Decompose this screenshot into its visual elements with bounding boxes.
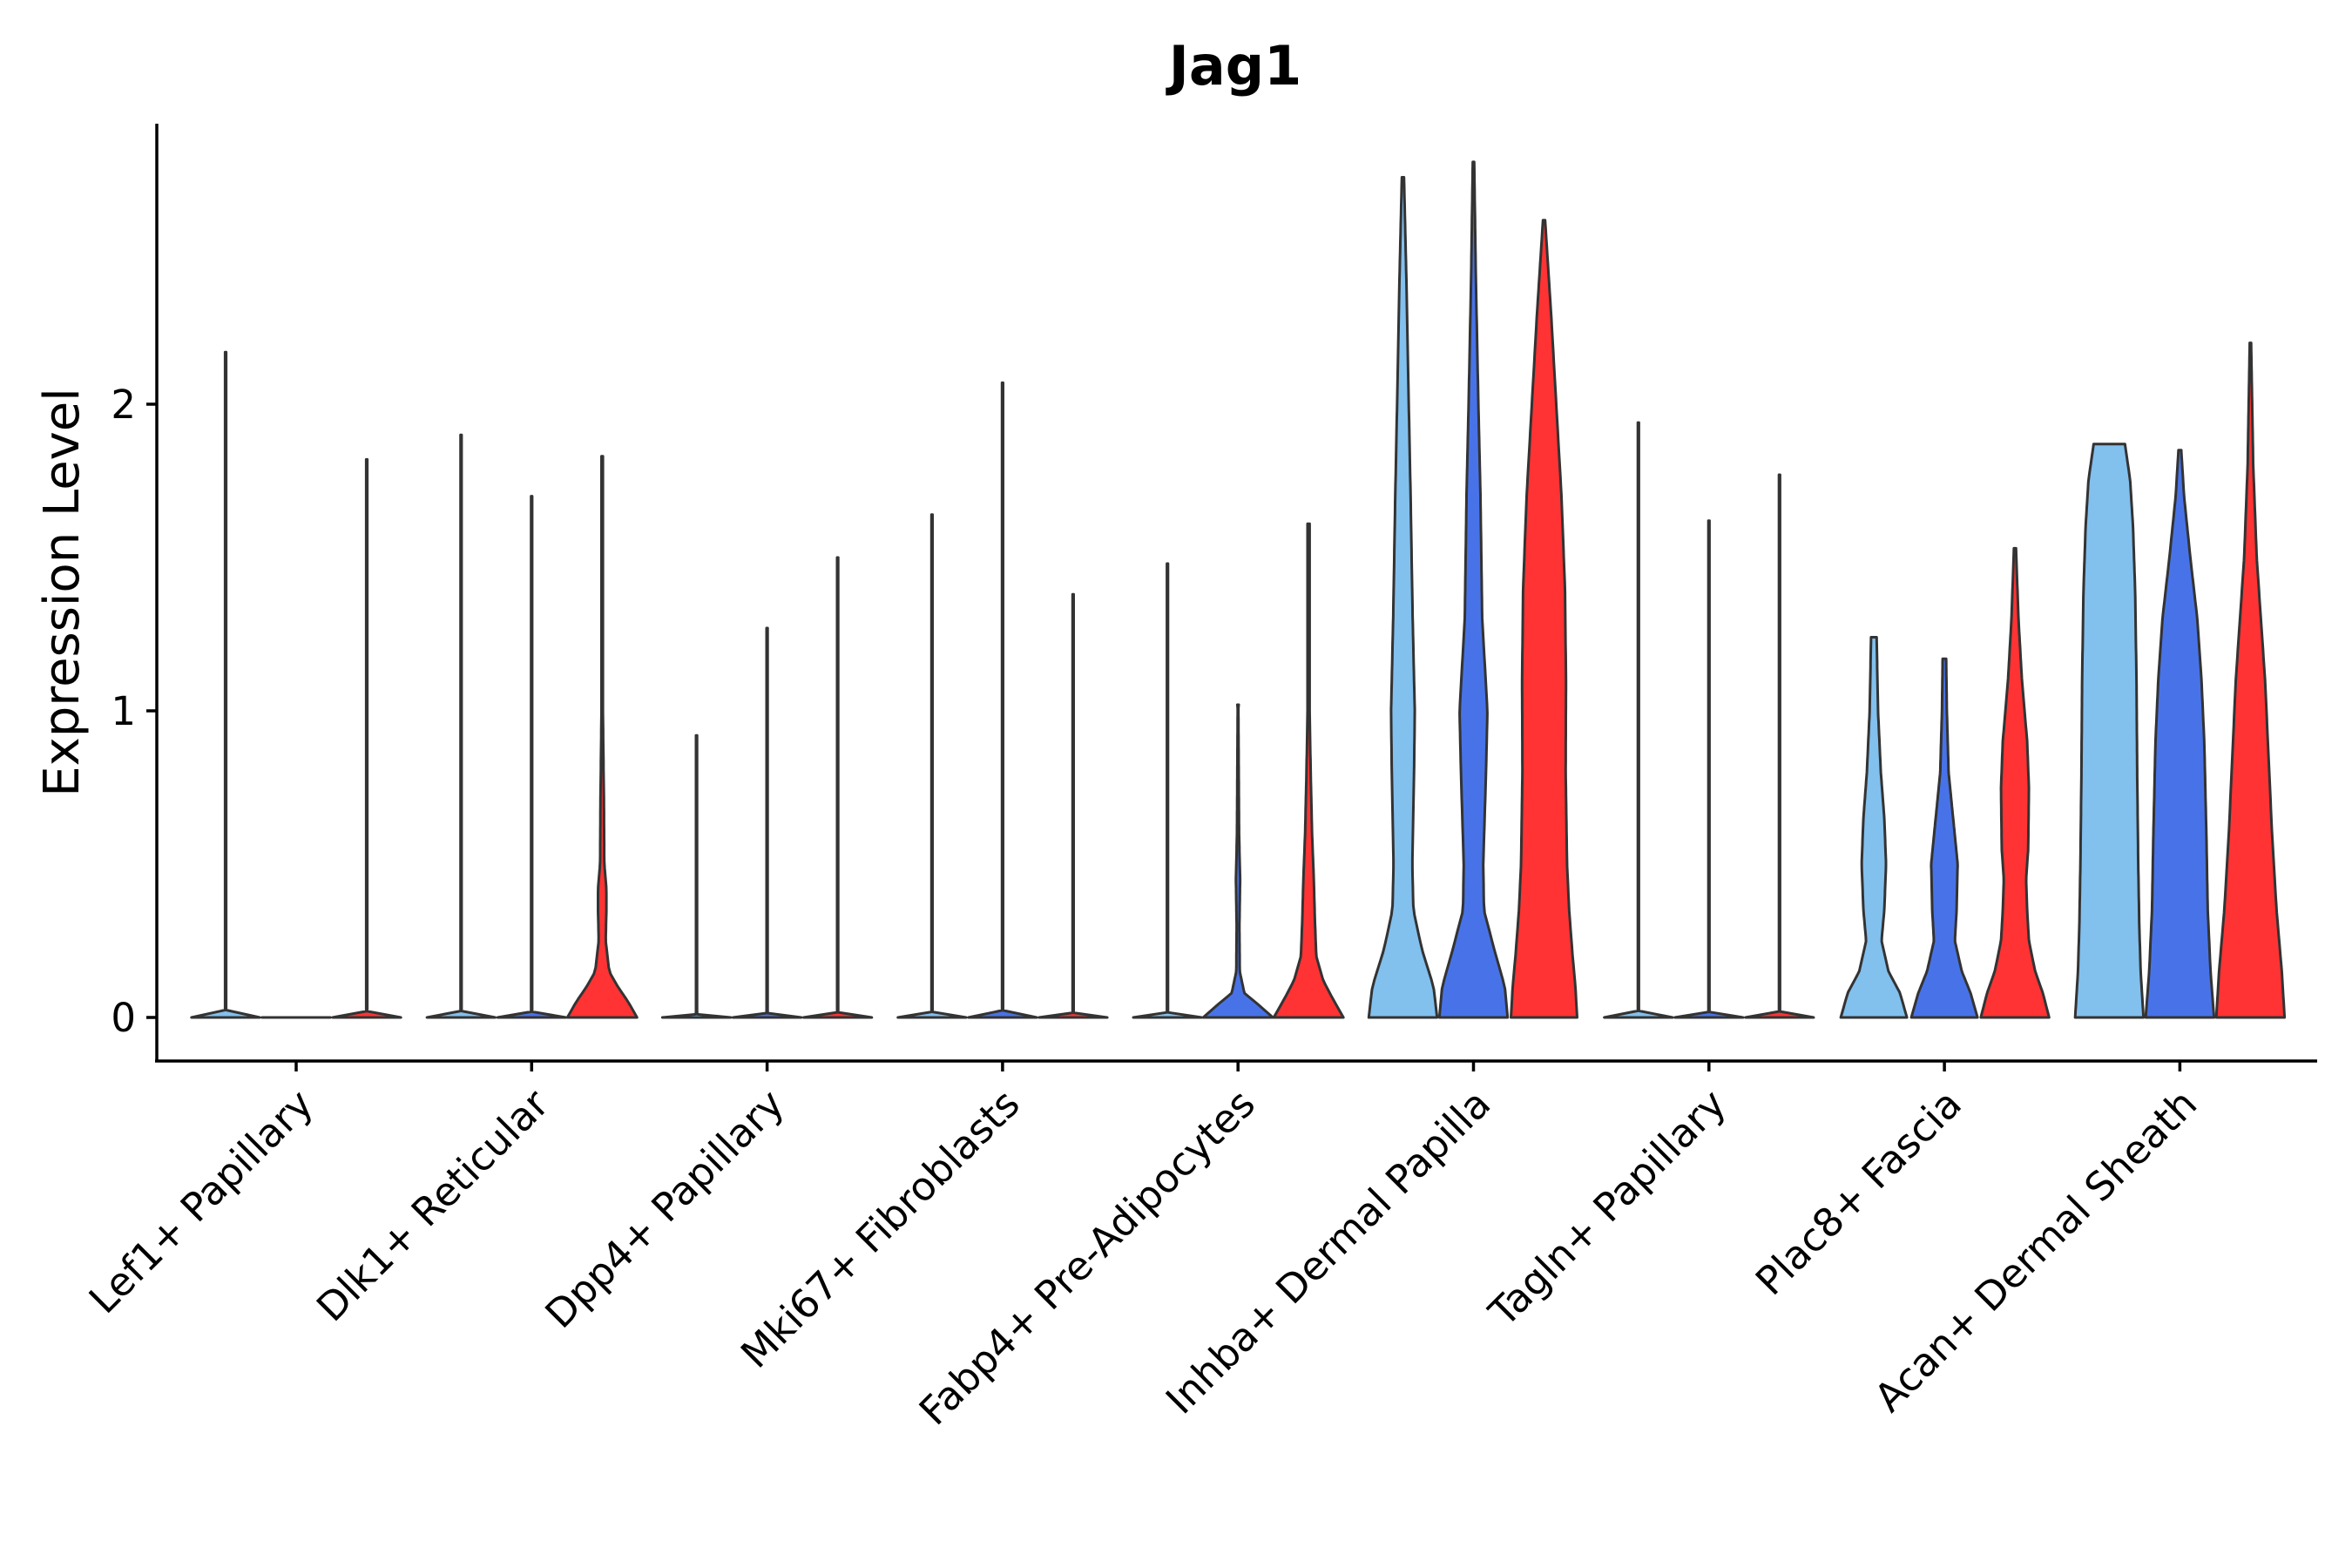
violin-shape [1132, 562, 1203, 1019]
y-tick-label: 0 [111, 995, 136, 1041]
violin-shape [2214, 341, 2287, 1019]
violin-shape [1839, 636, 1909, 1019]
y-tick-label: 1 [111, 688, 136, 734]
violin-shape [496, 495, 567, 1019]
violin-shape [1037, 592, 1109, 1019]
x-tick-label: Dlk1+ Reticular [308, 1080, 558, 1330]
x-tick-label: Plac8+ Fascia [1747, 1080, 1970, 1304]
x-tick-label: Lef1+ Papillary [80, 1080, 322, 1322]
violin-shape [331, 457, 402, 1019]
violin-shape [1909, 657, 1979, 1019]
y-tick-label: 2 [111, 382, 136, 428]
violin-shape [1510, 219, 1578, 1019]
violin-shape [731, 626, 803, 1019]
violin-shape [1437, 160, 1510, 1019]
violin-shape [425, 433, 497, 1019]
chart-title: Jag1 [1166, 34, 1301, 98]
violin-shape [2073, 443, 2146, 1019]
violin-shape [896, 513, 968, 1019]
violin-shape [1744, 473, 1815, 1019]
violin-shape [2144, 449, 2216, 1019]
violin-shape [660, 733, 733, 1019]
x-tick-label: Tagln+ Papillary [1479, 1080, 1734, 1335]
violin-shape [1272, 522, 1345, 1019]
violin-shape [1673, 519, 1745, 1019]
y-axis-title: Expression Level [34, 388, 91, 797]
violin-shape [1603, 421, 1674, 1019]
violin-shape [190, 350, 261, 1019]
violins [190, 160, 2287, 1019]
y-ticks: 0 1 2 [111, 382, 157, 1041]
x-tick-label: Dpp4+ Papillary [537, 1080, 794, 1337]
violin-shape [565, 455, 639, 1019]
violin-shape [1201, 703, 1274, 1019]
violin-shape [1367, 176, 1439, 1019]
violin-shape [1979, 546, 2051, 1019]
violin-shape [967, 381, 1038, 1019]
violin-shape [801, 556, 874, 1019]
